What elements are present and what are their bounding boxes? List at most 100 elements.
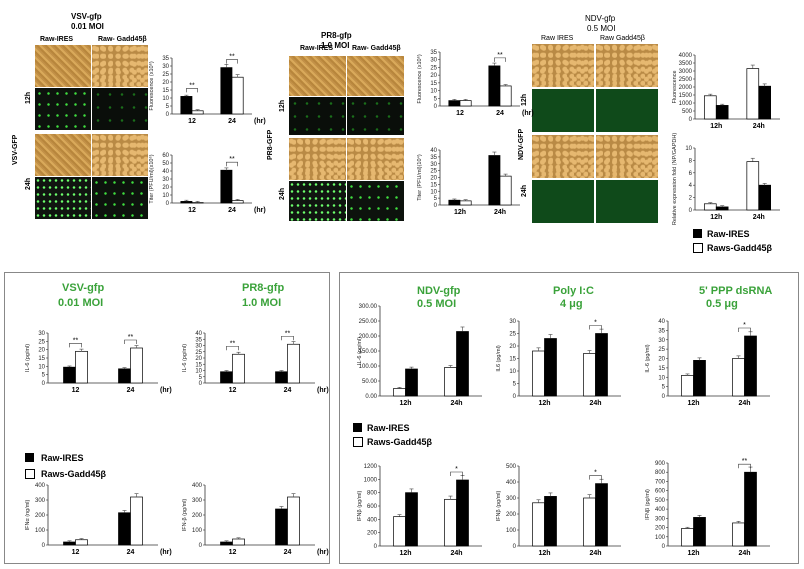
c2-tick-label: 20 [162, 185, 169, 191]
pr8-col2: Raw- Gadd45β [352, 45, 401, 52]
c15-bar-ires [544, 496, 557, 547]
c14-bar-ires [405, 492, 418, 547]
c4-ylabel: Titer (PFU/ml)(10⁴) [416, 154, 423, 201]
c6-tick-label: 6 [689, 171, 693, 177]
c14-category-label: 24h [450, 550, 462, 557]
c16-bar-ires [744, 471, 757, 547]
c13-category-label: 12h [687, 400, 699, 407]
legend-gadd-label: Raws-Gadd45β [707, 243, 773, 253]
c14-tick-label: 0 [374, 544, 378, 550]
c2-bar-gadd [231, 200, 244, 204]
c1-tick-label: 15 [162, 88, 169, 94]
ndv-fl-12h-gadd [596, 89, 658, 132]
c5-bar-gadd [746, 68, 760, 120]
c11-tick-label: 150.00 [359, 349, 378, 355]
c9-bar-ires [118, 512, 131, 546]
c2-sig-label: ** [229, 156, 235, 163]
bl-legend-ires-swatch [25, 453, 34, 462]
c7-bar-gadd [130, 347, 143, 384]
c10-tick-label: 300 [192, 498, 203, 504]
c15-category-label: 24h [589, 550, 601, 557]
c11-bar-ires [405, 368, 418, 397]
c8-bar-gadd [287, 343, 300, 384]
c15-bar-gadd [583, 497, 596, 547]
c13-tick-label: 15 [658, 366, 665, 372]
br-legend-gadd-label: Raws-Gadd45β [367, 437, 433, 447]
c16-sig-bracket [738, 463, 751, 469]
c7-sig-bracket [124, 339, 137, 344]
c7-tick-label: 15 [38, 356, 45, 362]
c13-tick-label: 25 [658, 347, 665, 353]
br-legend-ires-swatch [353, 423, 362, 432]
c12-sig-label: * [594, 320, 597, 327]
c16-category-label: 24h [738, 550, 750, 557]
c1-tick-label: 20 [162, 80, 169, 86]
bl-legend-gadd-label: Raws-Gadd45β [41, 469, 107, 479]
c14-sig-bracket [450, 471, 463, 476]
c6-ylabel: Relative expression fold (NP/GAPDH) [672, 133, 678, 225]
c5-tick-label: 1000 [679, 101, 693, 107]
c5-tick-label: 2500 [679, 77, 693, 83]
c11-tick-label: 200.00 [359, 334, 378, 340]
c10-x-unit: (hr) [317, 549, 329, 556]
c4-bar-gadd [499, 175, 512, 206]
c11-category-label: 24h [450, 400, 462, 407]
c7-category-label: 24 [127, 387, 135, 394]
bl-legend-gadd-swatch [25, 469, 35, 479]
c4-bar-ires [488, 155, 501, 206]
br-ndv-title-2: 0.5 MOI [417, 298, 457, 310]
ndv-title-2: 0.5 MOI [587, 24, 616, 33]
c16-tick-label: 800 [655, 470, 666, 476]
c16-bar-gadd [732, 522, 745, 547]
br-ndv-title-1: NDV-gfp [417, 285, 461, 297]
c5-bar-gadd [703, 95, 717, 120]
c9-tick-label: 100 [35, 528, 46, 534]
c13-bar-gadd [732, 358, 745, 397]
c8-category-label: 12 [229, 387, 237, 394]
c3-bar-ires [488, 65, 501, 107]
br-ppp-title-1: 5' PPP dsRNA [699, 285, 773, 297]
pr8-fl-12h-ires [289, 97, 346, 135]
c6-bar-gadd [703, 203, 717, 211]
c14-tick-label: 800 [367, 491, 378, 497]
c5-tick-label: 500 [682, 109, 693, 115]
br-poly-title-1: Poly I:C [553, 285, 594, 297]
pr8-title-2: 1.0 MOI [321, 41, 350, 50]
c2-bar-ires [180, 201, 193, 204]
c2-tick-label: 30 [162, 177, 169, 183]
c12-tick-label: 15 [509, 357, 516, 363]
c10-tick-label: 200 [192, 513, 203, 519]
c1-category-label: 24 [228, 118, 236, 125]
c13-bar-gadd [681, 375, 694, 397]
pr8-bf-24h-gadd [347, 138, 404, 180]
c14-bar-gadd [444, 498, 457, 547]
c6-bar-ires [715, 206, 729, 211]
bl-legend-ires-label: Raw-IRES [41, 453, 84, 463]
c5-tick-label: 0 [689, 117, 693, 123]
bl-pr8-title-2: 1.0 MOI [242, 297, 282, 309]
c6-category-label: 12h [710, 214, 722, 221]
c6-tick-label: 10 [685, 146, 692, 152]
c15-sig-bracket [589, 475, 602, 480]
c15-ylabel: IFNβ (pg/ml) [496, 491, 502, 522]
c1-x-unit: (hr) [254, 118, 266, 125]
c16-sig-label: ** [742, 458, 748, 465]
c9-bar-ires [63, 541, 76, 546]
vsv-fl-24h-ires [35, 177, 91, 219]
c11-tick-label: 250.00 [359, 319, 378, 325]
c15-bar-ires [595, 483, 608, 547]
c1-tick-label: 5 [166, 104, 170, 110]
c14-tick-label: 600 [367, 504, 378, 510]
c8-category-label: 24 [284, 387, 292, 394]
ndv-bf-12h-ires [532, 44, 594, 87]
c12-tick-label: 10 [509, 369, 516, 375]
c4-bar-ires [448, 199, 461, 206]
legend-gadd-swatch [693, 243, 703, 253]
pr8-fl-24h-gadd [347, 181, 404, 221]
c4-tick-label: 30 [430, 162, 437, 168]
ndv-bf-24h-gadd [596, 135, 658, 178]
c8-tick-label: 5 [199, 375, 203, 381]
c10-category-label: 12 [229, 549, 237, 556]
c3-sig-label: ** [497, 52, 503, 59]
c11-tick-label: 50.00 [362, 379, 378, 385]
